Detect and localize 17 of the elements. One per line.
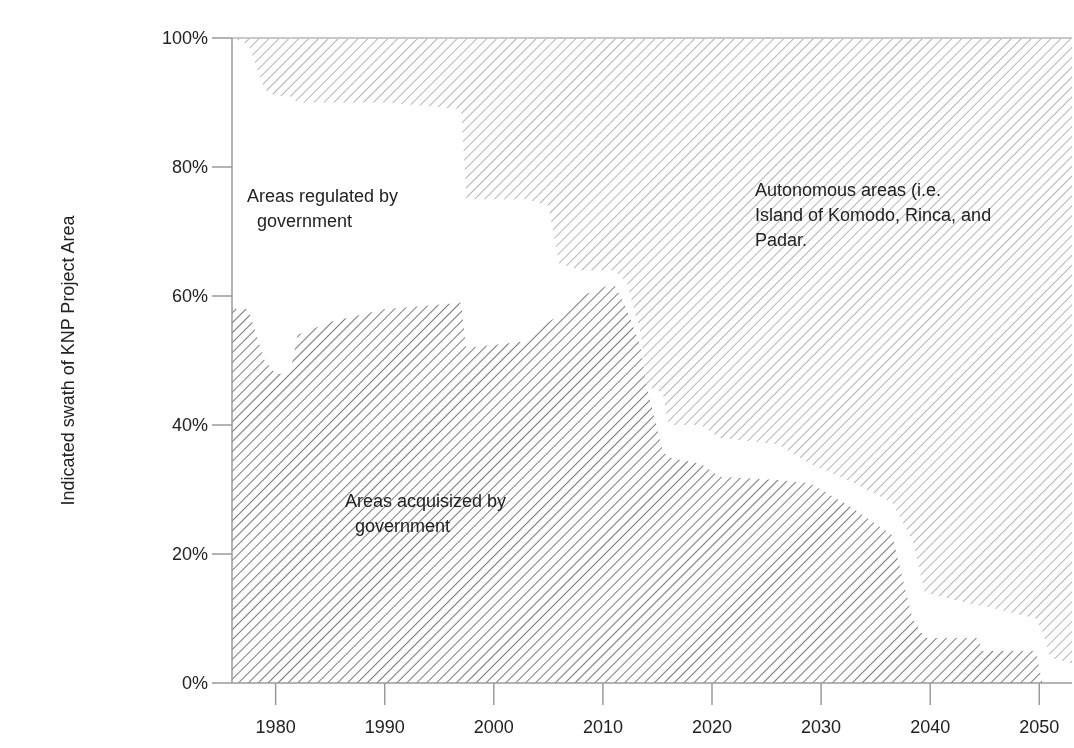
x-tick-label: 2040 [910,717,951,737]
y-tick-label: 100% [161,28,208,49]
x-tick-label: 2050 [1019,717,1060,737]
x-tick-label: 2030 [801,717,842,737]
y-tick-label: 60% [171,286,208,307]
x-tick-label: 2000 [473,717,514,737]
series-label: Autonomous areas (i.e. Island of Komodo, Rinca, and Padar. [755,180,992,250]
x-tick-label: 2010 [582,717,623,737]
y-tick-label: 0% [181,673,208,694]
x-tick-label: 1990 [364,717,405,737]
y-tick-label: 20% [171,544,208,565]
y-tick-label: 80% [171,157,208,178]
x-tick-label: 1980 [255,717,296,737]
series-label: Areas regulated by government [247,186,399,231]
y-tick-label: 40% [171,415,208,436]
y-axis-title: Indicated swath of KNP Project Area [58,214,78,506]
x-tick-label: 2020 [691,717,733,737]
